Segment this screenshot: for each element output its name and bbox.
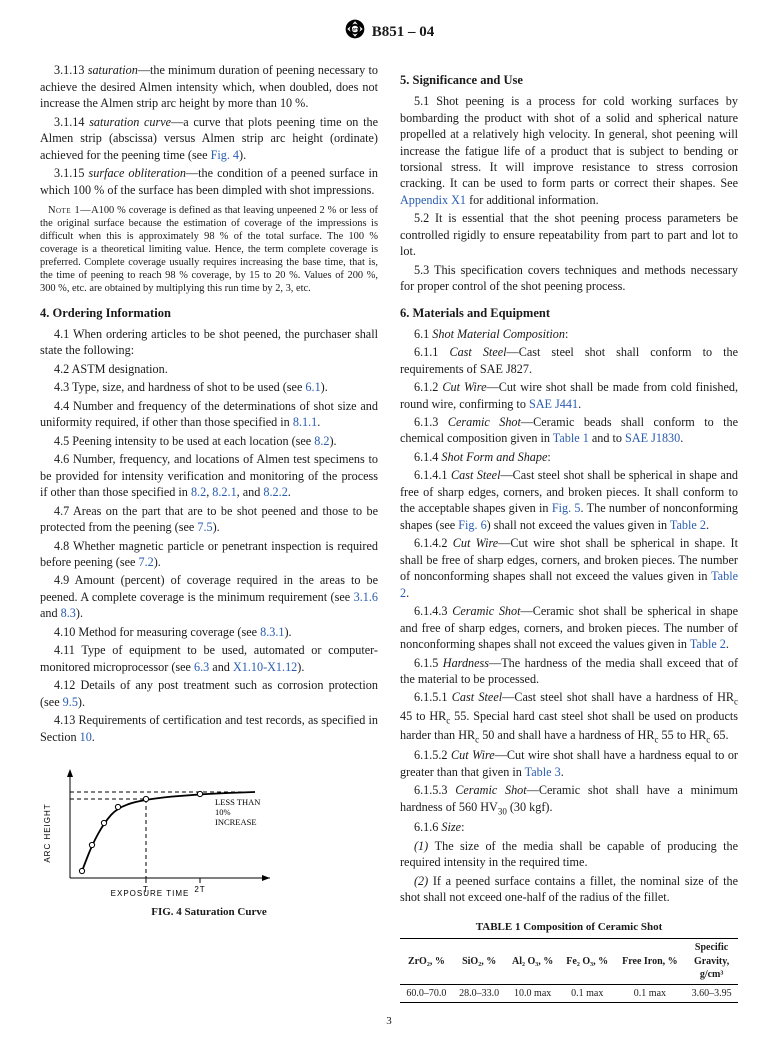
para-6-1-4-3: 6.1.4.3 Ceramic Shot—Ceramic shot shall … [400, 603, 738, 652]
para-6-1-3: 6.1.3 Ceramic Shot—Ceramic beads shall c… [400, 414, 738, 447]
para-4-6: 4.6 Number, frequency, and locations of … [40, 451, 378, 500]
link-x1[interactable]: X1.10-X1.12 [233, 660, 297, 674]
para-6-1-6: 6.1.6 Size: [400, 819, 738, 835]
para-6-1-6-ii: (2) If a peened surface contains a fille… [400, 873, 738, 906]
link-8-2-1[interactable]: 8.2.1 [212, 485, 236, 499]
link-table-2a[interactable]: Table 2 [670, 518, 706, 532]
link-table-3[interactable]: Table 3 [525, 765, 561, 779]
svg-text:LESS THAN10%INCREASE: LESS THAN10%INCREASE [215, 797, 260, 827]
para-4-9: 4.9 Amount (percent) of coverage require… [40, 572, 378, 621]
para-6-1-2: 6.1.2 Cut Wire—Cut wire shot shall be ma… [400, 379, 738, 412]
para-3-1-14: 3.1.14 saturation curve—a curve that plo… [40, 114, 378, 163]
link-appendix-x1[interactable]: Appendix X1 [400, 193, 466, 207]
para-5-3: 5.3 This specification covers techniques… [400, 262, 738, 295]
right-column: 5. Significance and Use 5.1 Shot peening… [400, 62, 738, 1003]
note-1: Note 1—A100 % coverage is defined as tha… [40, 204, 378, 295]
heading-6: 6. Materials and Equipment [400, 305, 738, 322]
svg-text:EXPOSURE TIME: EXPOSURE TIME [111, 889, 190, 898]
para-5-1: 5.1 Shot peening is a process for cold w… [400, 93, 738, 208]
link-sae-j441[interactable]: SAE J441 [529, 397, 578, 411]
para-6-1-5-1: 6.1.5.1 Cast Steel—Cast steel shot shall… [400, 689, 738, 745]
link-6-1[interactable]: 6.1 [305, 380, 320, 394]
link-7-2[interactable]: 7.2 [138, 555, 153, 569]
left-column: 3.1.13 saturation—the minimum duration o… [40, 62, 378, 1003]
link-9-5[interactable]: 9.5 [63, 695, 78, 709]
table-1: ZrO₂, %SiO₂, %Al₂ O₃, %Fe₂ O₃, %Free Iro… [400, 938, 738, 1003]
para-3-1-13: 3.1.13 saturation—the minimum duration o… [40, 62, 378, 111]
para-6-1-4: 6.1.4 Shot Form and Shape: [400, 449, 738, 465]
link-fig-5[interactable]: Fig. 5 [552, 501, 581, 515]
para-4-13: 4.13 Requirements of certification and t… [40, 712, 378, 745]
para-4-11: 4.11 Type of equipment to be used, autom… [40, 642, 378, 675]
link-3-1-6[interactable]: 3.1.6 [354, 590, 378, 604]
heading-4: 4. Ordering Information [40, 305, 378, 322]
link-8-3-1[interactable]: 8.3.1 [260, 625, 284, 639]
para-6-1-5-2: 6.1.5.2 Cut Wire—Cut wire shot shall hav… [400, 747, 738, 780]
link-7-5[interactable]: 7.5 [197, 520, 212, 534]
link-8-3[interactable]: 8.3 [61, 606, 76, 620]
para-6-1-5: 6.1.5 Hardness—The hardness of the media… [400, 655, 738, 688]
para-6-1-4-2: 6.1.4.2 Cut Wire—Cut wire shot shall be … [400, 535, 738, 601]
link-6-3[interactable]: 6.3 [194, 660, 209, 674]
figure-4-caption: FIG. 4 Saturation Curve [40, 905, 378, 920]
para-4-7: 4.7 Areas on the part that are to be sho… [40, 503, 378, 536]
page-number: 3 [0, 1014, 778, 1029]
heading-5: 5. Significance and Use [400, 72, 738, 89]
para-4-3: 4.3 Type, size, and hardness of shot to … [40, 379, 378, 395]
svg-text:ASTM: ASTM [350, 28, 360, 32]
para-6-1: 6.1 Shot Material Composition: [400, 326, 738, 342]
svg-text:ARC HEIGHT: ARC HEIGHT [43, 803, 52, 862]
svg-text:2T: 2T [194, 885, 205, 894]
para-6-1-6-i: (1) The size of the media shall be capab… [400, 838, 738, 871]
para-4-4: 4.4 Number and frequency of the determin… [40, 398, 378, 431]
para-3-1-15: 3.1.15 surface obliteration—the conditio… [40, 165, 378, 198]
table-1-title: TABLE 1 Composition of Ceramic Shot [400, 920, 738, 935]
link-table-1[interactable]: Table 1 [553, 431, 589, 445]
para-4-10: 4.10 Method for measuring coverage (see … [40, 624, 378, 640]
link-table-2c[interactable]: Table 2 [690, 637, 726, 651]
para-6-1-1: 6.1.1 Cast Steel—Cast steel shot shall c… [400, 344, 738, 377]
para-4-8: 4.8 Whether magnetic particle or penetra… [40, 538, 378, 571]
para-4-5: 4.5 Peening intensity to be used at each… [40, 433, 378, 449]
link-8-2a[interactable]: 8.2 [191, 485, 206, 499]
link-fig-6[interactable]: Fig. 6 [458, 518, 486, 532]
link-8-2-2[interactable]: 8.2.2 [263, 485, 287, 499]
link-10[interactable]: 10 [80, 730, 92, 744]
link-8-2[interactable]: 8.2 [314, 434, 329, 448]
para-4-2: 4.2 ASTM designation. [40, 361, 378, 377]
link-fig-4[interactable]: Fig. 4 [211, 148, 239, 162]
para-5-2: 5.2 It is essential that the shot peenin… [400, 210, 738, 259]
para-4-1: 4.1 When ordering articles to be shot pe… [40, 326, 378, 359]
link-sae-j1830[interactable]: SAE J1830 [625, 431, 680, 445]
page-header: ASTM B851 – 04 [40, 18, 738, 46]
link-8-1-1[interactable]: 8.1.1 [293, 415, 317, 429]
astm-logo: ASTM [344, 18, 366, 46]
para-4-12: 4.12 Details of any post treatment such … [40, 677, 378, 710]
para-6-1-5-3: 6.1.5.3 Ceramic Shot—Ceramic shot shall … [400, 782, 738, 817]
para-6-1-4-1: 6.1.4.1 Cast Steel—Cast steel shot shall… [400, 467, 738, 533]
figure-4: T 2T LESS THAN10%INCREASE ARC HEIGHT EXP… [40, 763, 378, 919]
designation: B851 – 04 [372, 22, 435, 42]
